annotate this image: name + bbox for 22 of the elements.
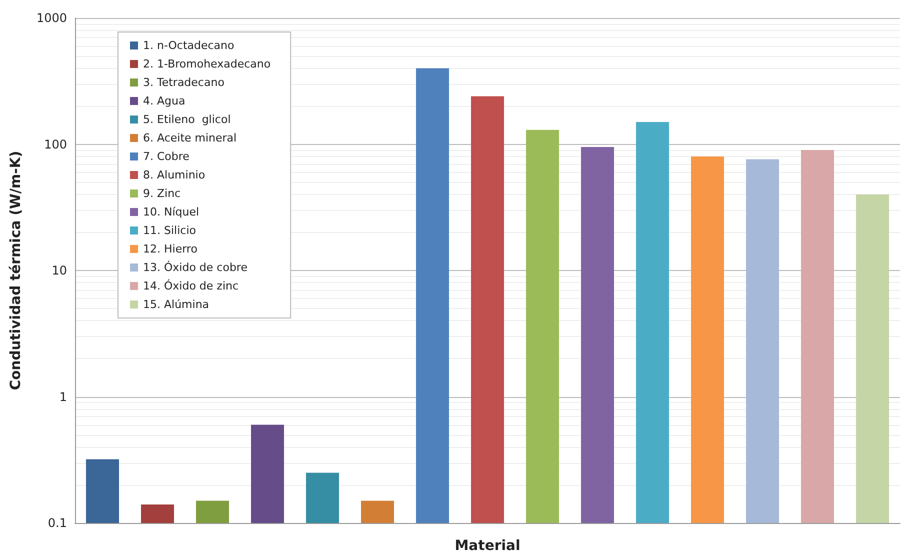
legend-label: 2. 1-Bromohexadecano bbox=[143, 58, 271, 70]
legend-label: 12. Hierro bbox=[143, 242, 198, 256]
y-tick-label: 1 bbox=[59, 390, 67, 404]
y-tick-label: 100 bbox=[44, 137, 67, 152]
legend-label: 14. Óxido de zinc bbox=[143, 278, 239, 292]
legend-label: 13. Óxido de cobre bbox=[143, 260, 248, 274]
legend-label: 6. Aceite mineral bbox=[143, 132, 237, 144]
y-tick-label: 0.1 bbox=[48, 516, 67, 530]
legend-label: 1. n-Octadecano bbox=[143, 39, 235, 52]
legend-label: 7. Cobre bbox=[143, 150, 190, 163]
legend-label: 5. Etileno glicol bbox=[143, 113, 231, 126]
y-tick-label: 10 bbox=[52, 264, 67, 278]
legend-label: 9. Zinc bbox=[143, 187, 181, 200]
y-axis-title: Condutividad térmica (W/m-K) bbox=[8, 150, 24, 390]
x-axis-title: Material bbox=[454, 538, 520, 554]
legend-label: 15. Alúmina bbox=[143, 298, 210, 311]
legend-label: 4. Agua bbox=[143, 94, 186, 108]
y-tick-label: 1000 bbox=[36, 11, 67, 25]
legend-label: 3. Tetradecano bbox=[143, 76, 225, 89]
legend-label: 11. Silicio bbox=[143, 224, 196, 237]
legend-label: 10. Níquel bbox=[143, 206, 200, 218]
legend-label: 8. Aluminio bbox=[143, 168, 206, 182]
